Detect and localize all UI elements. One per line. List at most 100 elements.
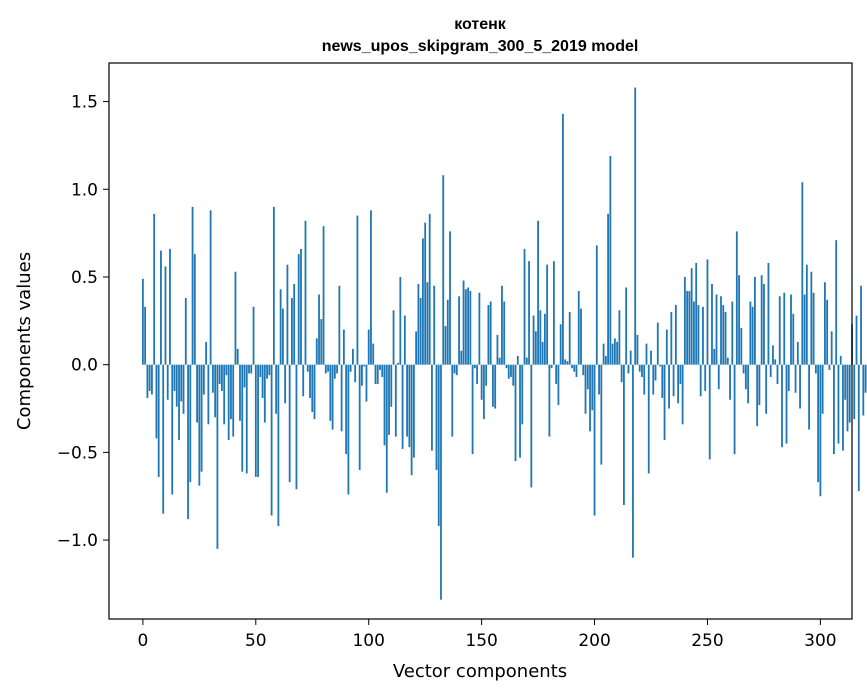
bar-125 [424,222,427,365]
bar-19 [184,298,187,365]
bar-284 [783,292,786,365]
bar-27 [202,364,205,395]
bar-99 [365,364,368,402]
bar-174 [534,331,537,365]
bar-37 [225,364,228,376]
bar-308 [837,364,840,444]
bar-104 [376,364,379,384]
bar-240 [683,276,686,365]
bar-247 [699,364,702,397]
bar-250 [706,259,709,365]
bar-200 [593,364,596,516]
bar-260 [729,364,731,400]
bar-91 [347,364,350,495]
bar-293 [803,294,806,365]
bar-77 [315,338,318,365]
plot-frame [108,62,853,620]
bar-315 [853,364,856,420]
bar-83 [329,364,332,421]
bar-167 [519,364,521,458]
bar-230 [661,364,664,398]
bar-229 [659,364,661,367]
bar-288 [792,313,795,365]
bar-119 [410,364,413,476]
bar-233 [668,364,670,409]
bar-6 [155,364,158,439]
bar-38 [227,364,230,441]
bar-140 [458,296,460,365]
bar-177 [541,341,544,365]
bar-294 [805,264,808,365]
bar-269 [749,301,752,365]
bar-105 [379,364,381,370]
bar-227 [654,364,657,381]
bar-44 [241,364,244,472]
bar-152 [485,364,488,386]
bar-29 [207,364,210,425]
bar-82 [327,364,329,372]
bar-74 [309,364,311,398]
bar-251 [708,364,711,460]
bar-80 [322,226,325,365]
bar-201 [595,245,598,365]
bar-141 [460,350,463,365]
bar-75 [311,364,314,413]
bar-57 [270,364,273,516]
bar-255 [717,364,720,390]
bar-243 [690,268,693,365]
bar-267 [744,364,747,390]
bar-216 [629,350,632,365]
y-tick-label: −1.0 [57,531,98,551]
bar-123 [419,298,422,365]
bar-115 [401,364,404,449]
bar-86 [336,364,338,374]
bar-261 [731,301,734,365]
bar-146 [471,364,474,455]
bar-296 [810,271,813,365]
bar-66 [291,298,293,365]
bar-202 [598,364,600,395]
bar-289 [794,364,797,393]
bar-272 [756,364,759,427]
bar-35 [221,364,223,391]
bar-198 [589,364,591,432]
bar-155 [492,364,494,407]
x-axis-label: Vector components [393,661,567,682]
bar-143 [464,289,467,365]
bar-52 [259,364,262,377]
bar-30 [209,210,212,365]
bar-313 [848,364,851,423]
bar-275 [763,284,765,365]
bar-93 [352,348,354,365]
bar-7 [157,364,160,477]
bar-131 [437,364,440,527]
bar-135 [446,299,449,365]
bar-1 [144,306,147,365]
bar-300 [819,364,822,497]
bar-142 [462,280,465,365]
bar-40 [232,364,235,437]
bar-186 [562,113,564,365]
bar-25 [198,364,201,486]
bar-166 [516,355,519,365]
bar-192 [575,364,578,377]
bar-265 [740,327,743,365]
bar-248 [702,306,704,365]
bar-120 [412,364,415,458]
bar-224 [647,364,650,474]
bar-139 [455,364,458,376]
bar-100 [367,329,370,365]
bar-134 [444,326,447,365]
bar-179 [546,264,549,365]
bar-256 [720,296,722,365]
bar-128 [431,364,433,451]
bar-70 [300,248,302,365]
bar-212 [620,364,623,383]
bar-144 [467,287,469,365]
bar-60 [277,364,280,527]
bar-68 [295,364,298,490]
bar-266 [742,364,745,374]
bar-205 [604,355,607,365]
bar-297 [812,292,815,365]
bar-292 [801,182,804,365]
